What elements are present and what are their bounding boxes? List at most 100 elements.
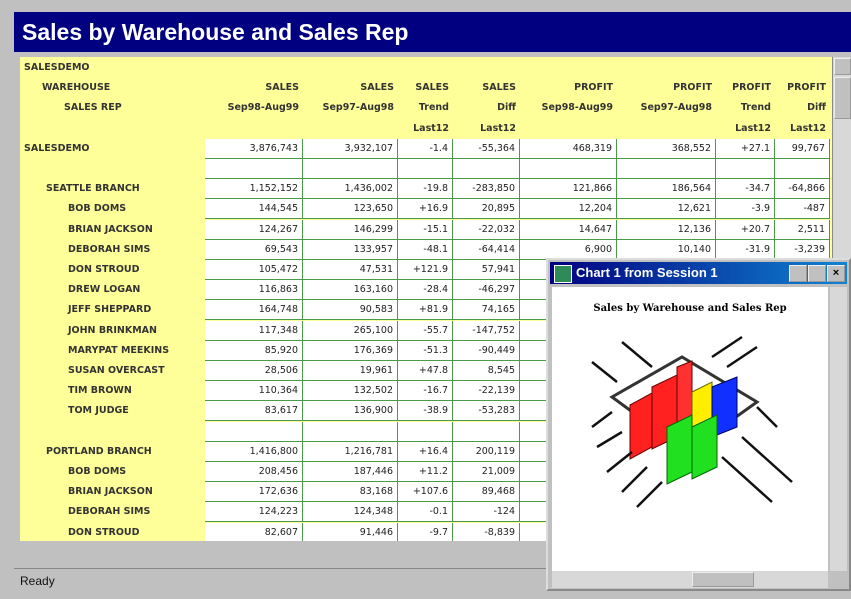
column-header: SALES	[415, 82, 449, 94]
data-cell: 6,900	[520, 239, 617, 260]
data-cell: 89,468	[453, 482, 520, 503]
data-cell: -22,032	[453, 219, 520, 240]
chart-area: Sales by Warehouse and Sales Rep	[552, 287, 828, 571]
column-header: PROFIT	[574, 82, 613, 94]
data-cell: -38.9	[398, 401, 453, 422]
column-header: Last12	[735, 122, 771, 134]
data-cell: 172,636	[205, 482, 303, 503]
column-header: PROFIT	[673, 82, 712, 94]
row-label: BOB DOMS	[68, 203, 127, 215]
data-cell: -28.4	[398, 280, 453, 301]
chart-window-titlebar: Chart 1 from Session 1 ×	[550, 262, 847, 284]
data-cell: 57,941	[453, 260, 520, 280]
column-header: Diff	[807, 102, 826, 114]
data-cell: 105,472	[205, 260, 303, 280]
column-header: Sep98-Aug99	[227, 102, 299, 114]
data-cell: 123,650	[303, 199, 398, 220]
empty-cell	[303, 159, 398, 179]
chart-hscroll[interactable]	[552, 571, 828, 588]
data-cell: 124,348	[303, 502, 398, 523]
data-cell: -3.9	[716, 199, 775, 220]
column-header: Sep97-Aug98	[322, 102, 394, 114]
column-header: Sep97-Aug98	[640, 102, 712, 114]
data-cell: 10,140	[617, 239, 716, 260]
data-cell: +11.2	[398, 462, 453, 482]
empty-cell	[716, 159, 775, 179]
data-cell: -64,414	[453, 239, 520, 260]
chart-title: Sales by Warehouse and Sales Rep	[593, 303, 787, 314]
minimize-button[interactable]	[789, 265, 807, 282]
close-button[interactable]: ×	[827, 265, 845, 282]
data-cell: -15.1	[398, 219, 453, 240]
data-cell: -34.7	[716, 179, 775, 200]
data-cell: 1,152,152	[205, 179, 303, 200]
data-cell: 176,369	[303, 340, 398, 361]
column-header: SALES	[265, 82, 299, 94]
data-cell: -22,139	[453, 381, 520, 402]
chart-window[interactable]: Chart 1 from Session 1 × Sales by Wareho…	[546, 258, 851, 591]
data-cell: -55.7	[398, 320, 453, 341]
row-label: DON STROUD	[68, 526, 140, 538]
chart-hscroll-thumb[interactable]	[692, 572, 754, 587]
window-icon	[554, 265, 572, 283]
data-cell: -48.1	[398, 239, 453, 260]
data-cell: 69,543	[205, 239, 303, 260]
column-header: Diff	[497, 102, 516, 114]
row-label: SEATTLE BRANCH	[46, 183, 140, 195]
row-label: PORTLAND BRANCH	[46, 445, 152, 457]
empty-cell	[453, 159, 520, 179]
data-cell: 19,961	[303, 361, 398, 381]
data-cell: -283,850	[453, 179, 520, 200]
data-cell: 200,119	[453, 441, 520, 462]
data-cell: 28,506	[205, 361, 303, 381]
data-cell: -90,449	[453, 340, 520, 361]
scroll-thumb[interactable]	[834, 77, 851, 119]
column-header: PROFIT	[732, 82, 771, 94]
data-cell: 74,165	[453, 300, 520, 321]
data-cell: 187,446	[303, 462, 398, 482]
row-label: JEFF SHEPPARD	[68, 304, 152, 316]
data-cell: 468,319	[520, 138, 617, 159]
data-cell: 99,767	[775, 138, 830, 159]
empty-cell	[303, 421, 398, 442]
row-label: SUSAN OVERCAST	[68, 365, 165, 376]
row-label: BRIAN JACKSON	[68, 486, 153, 498]
data-cell: 21,009	[453, 462, 520, 482]
data-cell: 12,621	[617, 199, 716, 220]
chart-window-title: Chart 1 from Session 1	[576, 265, 718, 280]
empty-cell	[775, 159, 830, 179]
scroll-up[interactable]	[834, 58, 851, 75]
data-cell: 110,364	[205, 381, 303, 402]
bar-shape	[666, 414, 693, 485]
data-cell: +107.6	[398, 482, 453, 503]
data-cell: 85,920	[205, 340, 303, 361]
data-cell: 1,216,781	[303, 441, 398, 462]
data-cell: 83,617	[205, 401, 303, 422]
empty-cell	[617, 159, 716, 179]
maximize-button[interactable]	[808, 265, 826, 282]
data-cell: -31.9	[716, 239, 775, 260]
data-cell: 208,456	[205, 462, 303, 482]
data-cell: -19.8	[398, 179, 453, 200]
row-label: DEBORAH SIMS	[68, 243, 151, 255]
row-label: JOHN BRINKMAN	[68, 324, 157, 336]
data-cell: 12,136	[617, 219, 716, 240]
column-header: SALES	[482, 82, 516, 94]
data-cell: 47,531	[303, 260, 398, 280]
empty-cell	[398, 159, 453, 179]
data-cell: 3,932,107	[303, 138, 398, 159]
data-cell: -9.7	[398, 522, 453, 541]
empty-cell	[520, 159, 617, 179]
bar-shape	[629, 392, 653, 460]
data-cell: +20.7	[716, 219, 775, 240]
row-label: DON STROUD	[68, 264, 140, 275]
data-cell: 124,267	[205, 219, 303, 240]
row-label: DREW LOGAN	[68, 284, 141, 296]
chart-vscroll[interactable]	[830, 287, 847, 571]
data-cell: 83,168	[303, 482, 398, 503]
empty-cell	[205, 159, 303, 179]
data-cell: 116,863	[205, 280, 303, 301]
bar-shape	[676, 360, 693, 424]
data-cell: 3,876,743	[205, 138, 303, 159]
